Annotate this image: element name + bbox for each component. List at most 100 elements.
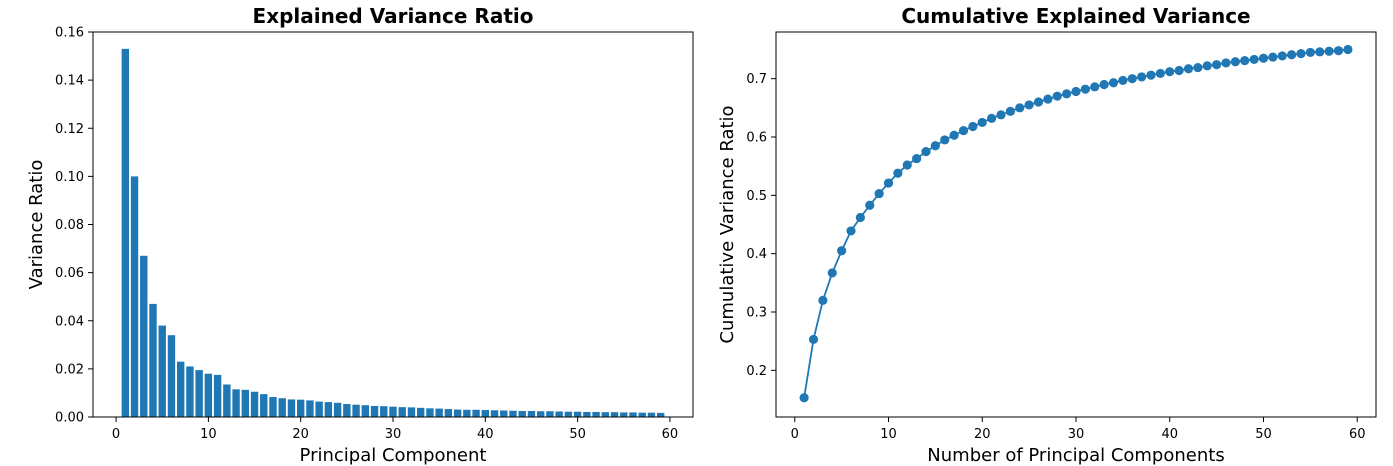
bar bbox=[546, 411, 554, 417]
bar bbox=[398, 407, 406, 417]
data-point bbox=[921, 146, 931, 157]
y-tick-label: 0.10 bbox=[55, 170, 84, 185]
bar bbox=[564, 411, 573, 417]
data-point bbox=[865, 200, 875, 210]
bar bbox=[149, 303, 157, 417]
bar bbox=[638, 412, 646, 417]
data-point bbox=[1015, 103, 1025, 113]
bar bbox=[583, 411, 591, 417]
data-point bbox=[874, 188, 884, 199]
data-point bbox=[1287, 50, 1297, 60]
data-point bbox=[1099, 79, 1109, 90]
x-tick-label: 20 bbox=[292, 427, 309, 442]
bar bbox=[333, 402, 342, 417]
data-point bbox=[1090, 82, 1100, 92]
bar bbox=[490, 410, 499, 417]
x-axis-label: Principal Component bbox=[300, 445, 487, 466]
x-tick-label: 30 bbox=[1068, 427, 1085, 442]
y-tick-label: 0.4 bbox=[746, 247, 767, 262]
bar bbox=[620, 412, 628, 417]
bar bbox=[463, 409, 471, 417]
data-point bbox=[855, 212, 865, 223]
data-point bbox=[1071, 86, 1081, 97]
y-tick-label: 0.08 bbox=[55, 218, 84, 233]
x-tick-label: 40 bbox=[1161, 427, 1178, 442]
x-tick-label: 40 bbox=[477, 427, 494, 442]
x-tick-label: 60 bbox=[1349, 427, 1366, 442]
data-point bbox=[1333, 46, 1344, 56]
x-tick-label: 0 bbox=[112, 427, 120, 442]
bar bbox=[453, 409, 462, 417]
bar bbox=[177, 361, 185, 417]
bar bbox=[500, 410, 508, 417]
bar bbox=[324, 402, 333, 417]
bar bbox=[472, 409, 480, 417]
bar bbox=[306, 400, 314, 417]
bar bbox=[213, 374, 222, 417]
bar bbox=[121, 48, 129, 417]
data-point bbox=[1183, 64, 1194, 74]
data-point bbox=[1268, 52, 1278, 62]
data-point bbox=[1258, 53, 1269, 63]
data-point bbox=[1043, 94, 1053, 104]
y-tick-label: 0.02 bbox=[55, 362, 84, 377]
bar bbox=[167, 335, 176, 417]
data-point bbox=[1343, 44, 1353, 55]
plot-frame bbox=[92, 31, 694, 418]
data-point bbox=[1212, 60, 1222, 70]
data-point bbox=[1127, 74, 1137, 84]
y-tick-label: 0.3 bbox=[746, 306, 767, 321]
bar bbox=[629, 412, 637, 417]
bar bbox=[158, 325, 166, 417]
bar bbox=[592, 411, 600, 417]
data-point bbox=[799, 393, 809, 403]
y-axis-label: Cumulative Variance Ratio bbox=[717, 105, 738, 343]
bar bbox=[601, 412, 609, 417]
data-point bbox=[902, 160, 912, 170]
bar bbox=[380, 406, 388, 417]
data-point bbox=[1108, 78, 1119, 88]
bar bbox=[509, 410, 517, 417]
bar bbox=[140, 255, 148, 417]
y-tick-label: 0.5 bbox=[746, 189, 767, 204]
bar bbox=[370, 405, 379, 417]
x-tick-label: 10 bbox=[200, 427, 217, 442]
bar bbox=[435, 408, 443, 417]
data-point bbox=[1165, 67, 1175, 77]
bar bbox=[223, 384, 231, 417]
series-line bbox=[803, 48, 1348, 398]
bar bbox=[297, 399, 305, 417]
data-point bbox=[808, 334, 819, 345]
data-point bbox=[1005, 106, 1015, 116]
bar bbox=[555, 411, 563, 417]
bar bbox=[195, 370, 203, 417]
bar bbox=[269, 397, 277, 417]
bar bbox=[241, 389, 249, 417]
chart-title: Explained Variance Ratio bbox=[253, 4, 534, 28]
data-point bbox=[818, 295, 828, 305]
bar bbox=[130, 176, 139, 417]
data-point bbox=[1240, 55, 1250, 66]
data-point bbox=[1249, 54, 1259, 65]
y-tick-label: 0.7 bbox=[746, 72, 767, 87]
data-point bbox=[827, 268, 837, 278]
bar bbox=[343, 404, 351, 417]
data-point bbox=[883, 178, 894, 188]
bar bbox=[610, 412, 619, 417]
y-tick-label: 0.00 bbox=[55, 411, 84, 426]
data-point bbox=[958, 125, 969, 136]
data-point bbox=[893, 168, 903, 178]
data-point bbox=[1305, 47, 1315, 58]
bar bbox=[426, 408, 434, 417]
data-point bbox=[1024, 100, 1034, 110]
data-point bbox=[912, 153, 922, 164]
x-tick-label: 50 bbox=[1255, 427, 1272, 442]
bar bbox=[250, 391, 259, 417]
data-point bbox=[837, 246, 847, 256]
y-tick-label: 0.14 bbox=[55, 74, 84, 89]
data-point bbox=[987, 113, 997, 123]
bar bbox=[537, 411, 545, 417]
data-point bbox=[949, 130, 959, 140]
data-point bbox=[1080, 84, 1090, 94]
